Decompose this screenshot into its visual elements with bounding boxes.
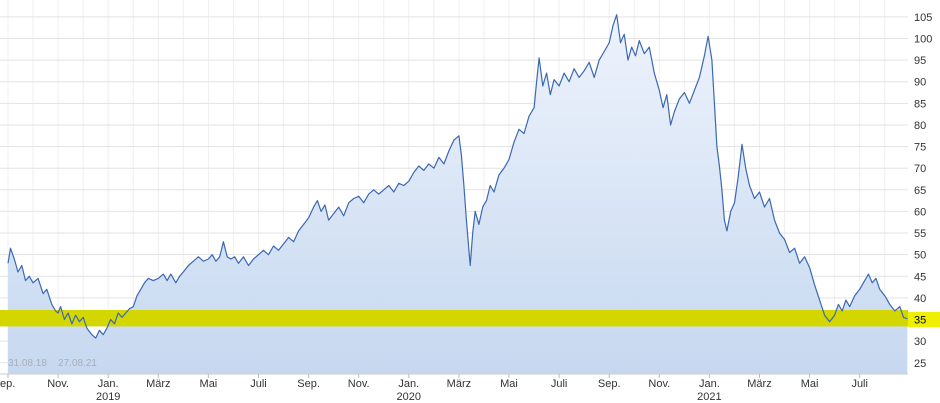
svg-text:85: 85 [914,98,926,110]
svg-text:Sep.: Sep. [598,378,621,390]
svg-text:März: März [447,378,471,390]
svg-text:Juli: Juli [851,378,868,390]
svg-text:80: 80 [914,120,926,132]
svg-text:95: 95 [914,55,926,67]
x-axis-ticks [7,374,861,378]
price-area [8,14,908,374]
svg-text:35: 35 [914,315,926,327]
svg-text:50: 50 [914,250,926,262]
svg-text:ep.: ep. [0,378,15,390]
svg-text:Mai: Mai [801,378,819,390]
svg-text:Mai: Mai [500,378,518,390]
svg-text:2019: 2019 [96,391,120,403]
svg-text:Nov.: Nov. [348,378,370,390]
last-price-band [0,310,908,327]
svg-text:45: 45 [914,271,926,283]
price-line [7,14,908,339]
svg-text:105: 105 [914,12,932,24]
svg-text:70: 70 [914,163,926,175]
y-axis-labels: 105 100 95 90 85 80 75 70 65 60 55 50 45 40 35 30 25 [914,12,932,370]
y-axis-gutter [908,0,940,403]
band-value-label-bg [908,312,940,328]
svg-text:30: 30 [914,336,926,348]
svg-text:Jan.: Jan. [98,378,119,390]
svg-text:60: 60 [914,206,926,218]
svg-text:2021: 2021 [697,391,721,403]
svg-text:75: 75 [914,142,926,154]
svg-text:Juli: Juli [250,378,267,390]
svg-text:65: 65 [914,185,926,197]
svg-text:100: 100 [914,33,932,45]
svg-text:Mai: Mai [200,378,218,390]
svg-text:Nov.: Nov. [648,378,670,390]
svg-text:2020: 2020 [397,391,421,403]
svg-text:März: März [747,378,771,390]
svg-text:55: 55 [914,228,926,240]
svg-text:Sep.: Sep. [297,378,320,390]
svg-text:90: 90 [914,77,926,89]
svg-text:Jan.: Jan. [398,378,419,390]
svg-text:Jan.: Jan. [699,378,720,390]
svg-text:40: 40 [914,293,926,305]
svg-text:25: 25 [914,358,926,370]
svg-text:Nov.: Nov. [47,378,69,390]
svg-text:Juli: Juli [551,378,568,390]
svg-text:März: März [146,378,170,390]
